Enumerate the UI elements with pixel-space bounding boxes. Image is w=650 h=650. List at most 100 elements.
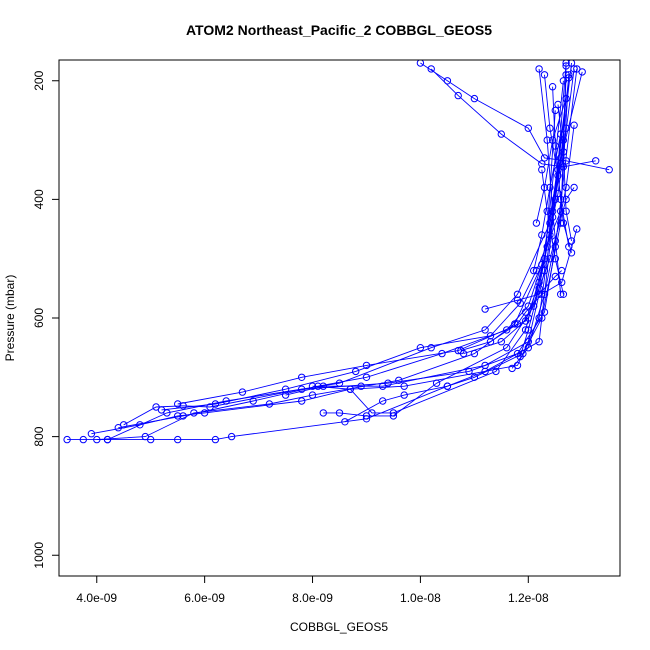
data-point xyxy=(346,385,354,393)
data-point xyxy=(538,231,546,239)
data-point xyxy=(163,409,171,417)
series-line xyxy=(344,74,567,423)
data-point xyxy=(570,121,578,129)
data-point xyxy=(543,207,551,215)
data-point xyxy=(558,266,566,275)
data-point xyxy=(554,100,562,109)
data-point xyxy=(470,373,479,381)
data-point xyxy=(314,382,322,390)
series-line xyxy=(96,80,564,441)
data-point xyxy=(298,385,306,393)
data-point xyxy=(530,266,538,275)
data-point xyxy=(147,435,155,444)
data-point xyxy=(341,418,349,426)
data-point xyxy=(114,424,123,432)
data-point xyxy=(427,344,435,352)
data-point xyxy=(492,367,500,376)
data-point xyxy=(554,172,562,180)
data-point xyxy=(557,130,565,138)
x-tick-label: 8.0e-09 xyxy=(292,591,333,605)
data-point xyxy=(551,237,559,245)
data-point xyxy=(524,302,532,310)
data-point xyxy=(538,314,546,322)
y-tick-label: 200 xyxy=(32,70,46,90)
data-point xyxy=(559,148,568,156)
data-point xyxy=(211,400,220,408)
data-point xyxy=(174,435,182,444)
data-point xyxy=(222,397,230,405)
data-point xyxy=(559,163,568,171)
data-point xyxy=(559,290,568,298)
data-point xyxy=(551,106,559,115)
series-line xyxy=(519,128,567,357)
data-point xyxy=(557,207,565,215)
data-point xyxy=(535,65,543,73)
data-point xyxy=(427,65,435,73)
data-point xyxy=(530,302,538,310)
data-point xyxy=(389,409,398,417)
data-point xyxy=(546,183,554,192)
data-point xyxy=(136,421,144,429)
data-point xyxy=(157,406,166,414)
data-point xyxy=(319,409,327,417)
data-point xyxy=(400,382,408,390)
data-point xyxy=(557,219,565,227)
data-point xyxy=(362,412,371,420)
data-point xyxy=(562,207,570,215)
data-point xyxy=(481,305,489,313)
data-point xyxy=(395,376,403,384)
data-point xyxy=(438,349,446,358)
data-point xyxy=(558,278,566,287)
data-point xyxy=(511,320,519,328)
data-point xyxy=(562,183,570,192)
data-point xyxy=(335,409,344,417)
data-point xyxy=(352,367,360,376)
series-line xyxy=(533,134,562,271)
data-point xyxy=(565,71,573,79)
data-point xyxy=(308,391,317,399)
data-point xyxy=(298,373,306,381)
data-point xyxy=(179,402,187,410)
data-point xyxy=(308,382,317,390)
data-point xyxy=(103,435,112,444)
data-point xyxy=(179,412,187,420)
y-axis-label: Pressure (mbar) xyxy=(3,275,17,362)
series-line xyxy=(420,62,610,171)
data-point xyxy=(538,160,546,168)
data-point xyxy=(562,157,570,165)
data-point xyxy=(573,225,581,233)
data-point xyxy=(548,136,557,144)
y-tick-label: 1000 xyxy=(32,542,46,569)
data-point xyxy=(551,142,559,150)
data-point xyxy=(497,338,505,346)
data-point xyxy=(200,409,209,417)
data-point xyxy=(551,272,559,281)
series-line xyxy=(312,98,567,414)
data-point xyxy=(535,314,543,322)
data-point xyxy=(459,349,468,358)
data-point xyxy=(63,435,71,444)
series-line xyxy=(161,74,570,411)
series-line xyxy=(535,98,567,224)
data-point xyxy=(570,183,578,192)
data-point xyxy=(335,379,344,387)
data-point xyxy=(362,361,371,370)
data-point xyxy=(379,382,387,390)
data-point xyxy=(513,361,522,370)
series-line xyxy=(557,104,572,241)
data-point xyxy=(190,409,198,417)
data-point xyxy=(503,344,511,352)
data-point xyxy=(562,124,570,132)
data-point xyxy=(540,266,549,275)
data-point xyxy=(521,326,530,334)
data-point xyxy=(562,94,570,103)
data-point xyxy=(562,60,570,67)
data-point xyxy=(486,338,495,346)
data-point xyxy=(578,68,586,76)
data-point xyxy=(562,195,570,204)
series-line xyxy=(91,62,572,435)
y-axis: 200 400 600 800 1000 xyxy=(32,70,59,569)
x-tick-label: 4.0e-09 xyxy=(76,591,117,605)
data-point xyxy=(592,157,600,165)
data-point xyxy=(548,83,557,91)
